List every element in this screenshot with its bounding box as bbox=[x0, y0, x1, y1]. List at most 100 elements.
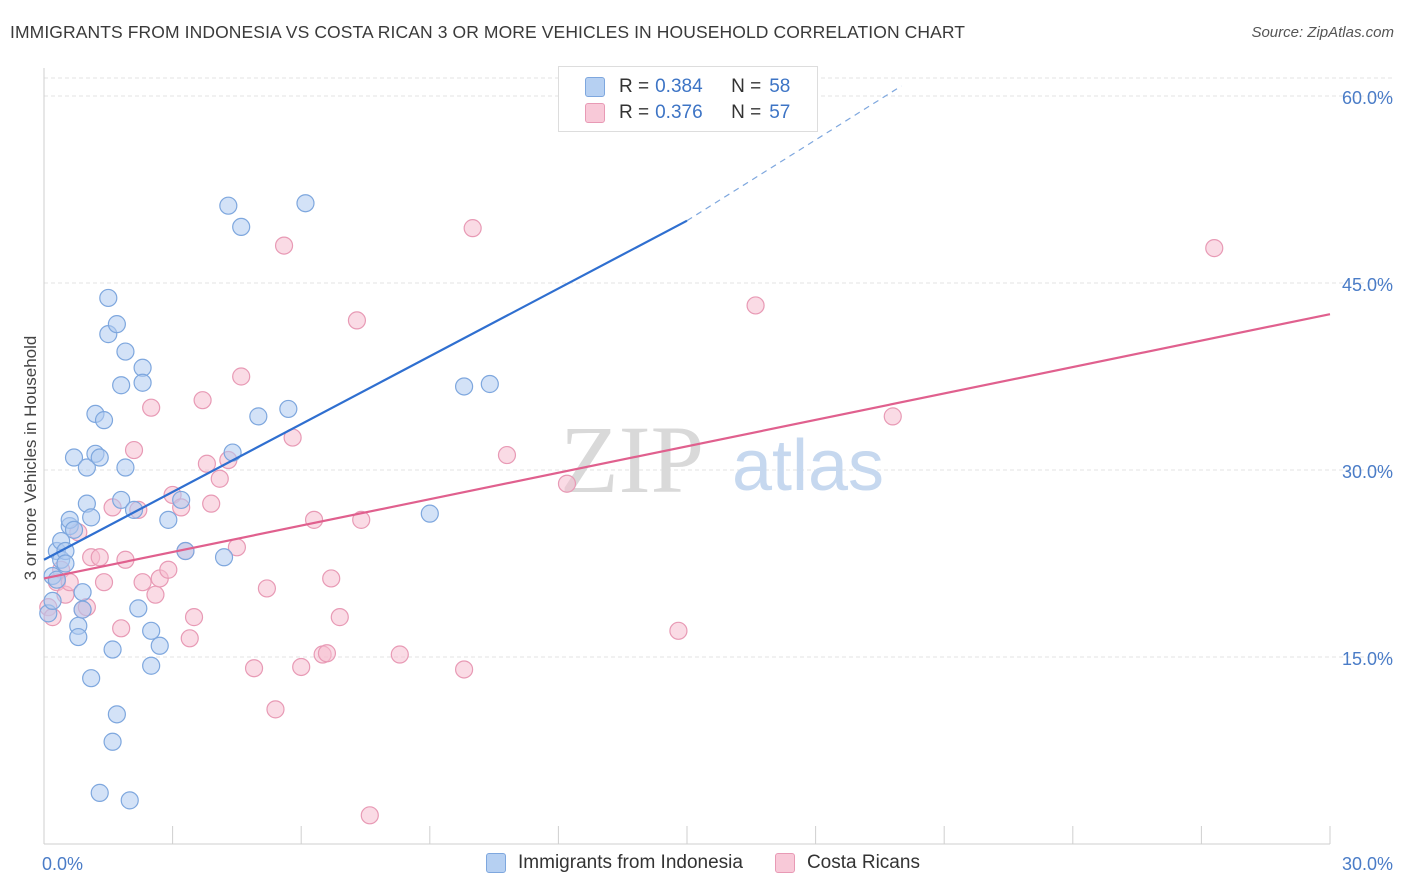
point-costa-ricans bbox=[360, 806, 379, 825]
legend-n-value: 57 bbox=[769, 102, 791, 123]
point-costa-ricans bbox=[1205, 238, 1224, 258]
point-costa-ricans bbox=[390, 645, 409, 664]
point-costa-ricans bbox=[292, 657, 311, 677]
point-indonesia bbox=[90, 448, 109, 467]
point-indonesia bbox=[142, 656, 161, 675]
point-costa-ricans bbox=[304, 510, 324, 529]
legend-label-indonesia: Immigrants from Indonesia bbox=[518, 852, 743, 873]
legend-n-label: N = bbox=[731, 76, 762, 97]
series-legend: Immigrants from Indonesia Costa Ricans bbox=[0, 852, 1406, 874]
legend-r-label: R = bbox=[619, 102, 650, 123]
trend-line-costa-ricans bbox=[43, 313, 1331, 580]
point-indonesia bbox=[129, 599, 148, 618]
point-indonesia bbox=[232, 217, 251, 236]
trend-extension-indonesia bbox=[686, 85, 902, 222]
point-costa-ricans bbox=[454, 660, 474, 679]
point-indonesia bbox=[120, 791, 139, 810]
source-label: Source: ZipAtlas.com bbox=[1251, 24, 1394, 41]
point-indonesia bbox=[420, 504, 439, 523]
trend-lines bbox=[43, 85, 1331, 580]
legend-swatch-pink bbox=[774, 853, 795, 873]
legend-r-value: 0.376 bbox=[655, 102, 703, 123]
point-costa-ricans bbox=[317, 644, 337, 663]
point-indonesia bbox=[279, 399, 298, 419]
legend-row-indonesia: R = 0.384 N = 58 bbox=[585, 75, 790, 99]
point-indonesia bbox=[56, 554, 75, 573]
trend-line-indonesia bbox=[43, 219, 688, 561]
y-tick-label: 45.0% bbox=[1342, 275, 1393, 295]
y-tick-label: 30.0% bbox=[1342, 462, 1393, 482]
point-indonesia bbox=[107, 315, 126, 334]
point-costa-ricans bbox=[266, 700, 285, 719]
x-tick-labels: 0.0% 30.0% bbox=[42, 854, 1393, 874]
point-indonesia bbox=[43, 591, 62, 611]
y-tick-label: 60.0% bbox=[1342, 88, 1393, 108]
point-indonesia bbox=[142, 621, 161, 640]
point-costa-ricans bbox=[257, 579, 277, 598]
y-axis-label: 3 or more Vehicles in Household bbox=[21, 336, 40, 581]
watermark: ZIP atlas bbox=[560, 406, 884, 513]
point-indonesia bbox=[249, 407, 268, 426]
point-costa-ricans bbox=[274, 236, 294, 255]
point-costa-ricans bbox=[883, 407, 902, 426]
x-tick-label: 30.0% bbox=[1342, 854, 1393, 874]
point-costa-ricans bbox=[193, 391, 212, 410]
point-indonesia bbox=[116, 342, 135, 361]
point-costa-ricans bbox=[124, 440, 144, 460]
point-indonesia bbox=[103, 640, 122, 659]
point-indonesia bbox=[480, 374, 499, 394]
point-indonesia bbox=[94, 411, 114, 430]
point-costa-ricans bbox=[244, 659, 264, 678]
point-costa-ricans bbox=[180, 629, 199, 648]
y-tick-labels: 15.0% 30.0% 45.0% 60.0% bbox=[1342, 88, 1393, 669]
point-indonesia bbox=[73, 583, 92, 602]
point-indonesia bbox=[82, 669, 101, 688]
point-costa-ricans bbox=[330, 608, 349, 627]
point-indonesia bbox=[103, 732, 122, 751]
point-indonesia bbox=[214, 548, 234, 567]
y-tick-label: 15.0% bbox=[1342, 649, 1393, 669]
grid-lines bbox=[44, 77, 1392, 658]
chart-title: IMMIGRANTS FROM INDONESIA VS COSTA RICAN… bbox=[10, 22, 966, 42]
point-costa-ricans bbox=[557, 474, 577, 493]
point-costa-ricans bbox=[352, 510, 371, 529]
point-indonesia bbox=[133, 373, 152, 392]
point-indonesia bbox=[159, 510, 178, 529]
point-indonesia bbox=[112, 490, 131, 510]
point-costa-ricans bbox=[159, 560, 178, 579]
point-indonesia bbox=[223, 443, 242, 462]
point-indonesia bbox=[64, 520, 84, 539]
point-indonesia bbox=[107, 705, 126, 724]
point-costa-ricans bbox=[90, 548, 109, 567]
point-indonesia bbox=[99, 288, 118, 308]
point-costa-ricans bbox=[322, 569, 341, 588]
point-costa-ricans bbox=[210, 469, 229, 488]
point-indonesia bbox=[296, 194, 315, 213]
point-costa-ricans bbox=[133, 573, 152, 592]
point-indonesia bbox=[82, 508, 101, 527]
legend-swatch-blue bbox=[585, 77, 605, 97]
point-costa-ricans bbox=[142, 398, 161, 417]
point-indonesia bbox=[454, 377, 474, 396]
point-indonesia bbox=[219, 196, 238, 215]
legend-n-label: N = bbox=[731, 102, 762, 123]
point-indonesia bbox=[77, 458, 96, 477]
point-indonesia bbox=[116, 458, 135, 477]
point-costa-ricans bbox=[347, 311, 367, 330]
point-costa-ricans bbox=[197, 454, 216, 473]
point-costa-ricans bbox=[463, 219, 482, 238]
legend-swatch-pink bbox=[585, 103, 605, 123]
point-indonesia bbox=[69, 627, 88, 647]
point-indonesia bbox=[172, 490, 191, 510]
point-costa-ricans bbox=[202, 494, 221, 513]
series-costa-ricans bbox=[39, 219, 1224, 825]
legend-item-indonesia: Immigrants from Indonesia bbox=[486, 852, 743, 874]
legend-swatch-blue bbox=[486, 853, 507, 873]
stats-legend: R = 0.384 N = 58 R = 0.376 N = 57 bbox=[558, 66, 818, 132]
point-costa-ricans bbox=[184, 608, 204, 627]
x-tick-label: 0.0% bbox=[42, 854, 83, 874]
point-indonesia bbox=[112, 376, 131, 395]
point-costa-ricans bbox=[94, 573, 114, 592]
point-costa-ricans bbox=[669, 621, 688, 640]
point-indonesia bbox=[90, 783, 109, 802]
